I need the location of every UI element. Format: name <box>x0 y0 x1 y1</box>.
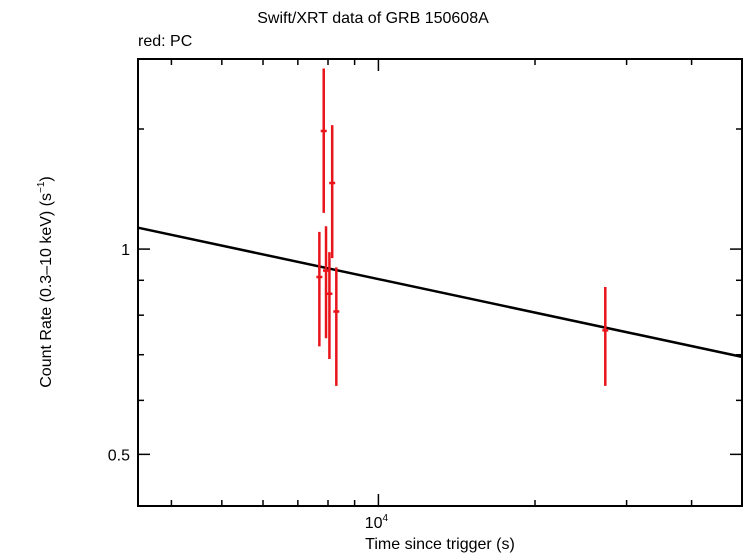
chart-subtitle: red: PC <box>138 33 193 50</box>
x-axis-label: Time since trigger (s) <box>365 536 515 553</box>
y-axis-label: Count Rate (0.3–10 keV) (s−1) <box>36 176 56 388</box>
y-axis-label-exponent: −1 <box>36 181 47 193</box>
y-tick-label: 0.5 <box>108 447 130 464</box>
fit-layer <box>137 226 743 359</box>
fit-line <box>137 226 743 359</box>
chart-title: Swift/XRT data of GRB 150608A <box>257 10 489 27</box>
y-axis-label-close: ) <box>38 176 55 182</box>
y-tick-label: 1 <box>121 242 130 259</box>
x-tick-label: 104 <box>365 513 389 532</box>
axis-ticks: 104 1 0.5 <box>108 59 742 532</box>
y-axis-label-main: Count Rate (0.3–10 keV) (s <box>38 192 55 388</box>
data-points <box>316 68 609 386</box>
plot-frame <box>137 58 743 507</box>
